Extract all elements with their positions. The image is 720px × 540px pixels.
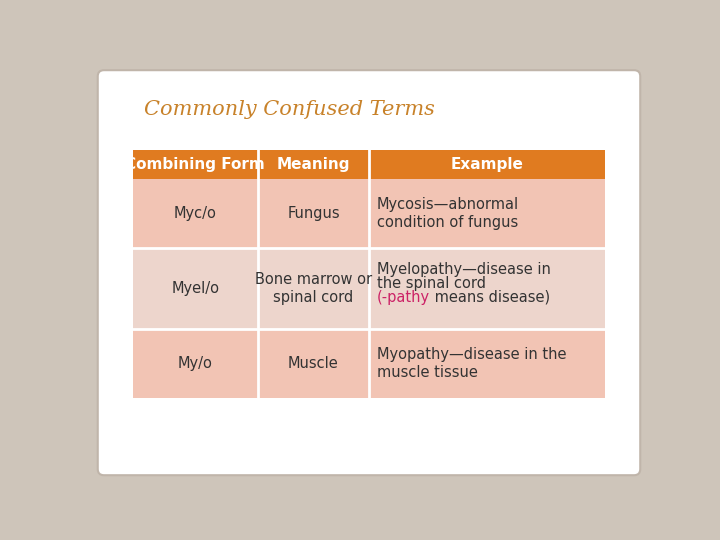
Text: Meaning: Meaning [276,157,350,172]
Text: means disease): means disease) [430,289,550,305]
FancyBboxPatch shape [132,248,606,329]
FancyBboxPatch shape [132,179,606,248]
FancyBboxPatch shape [132,150,606,179]
Text: My/o: My/o [178,356,212,371]
Text: Myopathy—disease in the
muscle tissue: Myopathy—disease in the muscle tissue [377,347,566,380]
Text: Combining Form: Combining Form [125,157,265,172]
Text: Fungus: Fungus [287,206,340,221]
Text: Myc/o: Myc/o [174,206,217,221]
Text: Example: Example [451,157,523,172]
Text: (-pathy: (-pathy [377,289,430,305]
Text: Myelopathy—disease in: Myelopathy—disease in [377,262,551,277]
Text: Muscle: Muscle [288,356,339,371]
Text: Bone marrow or
spinal cord: Bone marrow or spinal cord [255,272,372,305]
Text: Myel/o: Myel/o [171,281,220,296]
Text: Mycosis—abnormal
condition of fungus: Mycosis—abnormal condition of fungus [377,197,519,230]
FancyBboxPatch shape [132,329,606,398]
Text: Commonly Confused Terms: Commonly Confused Terms [144,100,435,119]
FancyBboxPatch shape [98,70,640,475]
Text: the spinal cord: the spinal cord [377,276,486,291]
